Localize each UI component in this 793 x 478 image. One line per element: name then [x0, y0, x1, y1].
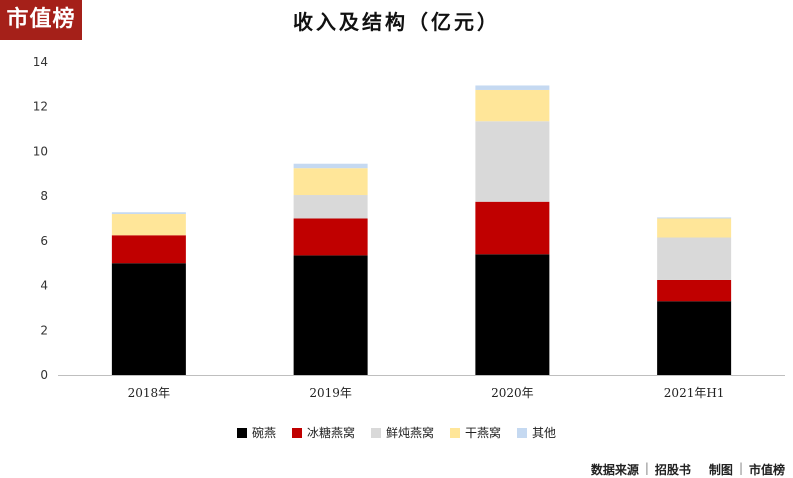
- made-by-label: 制图: [708, 463, 733, 477]
- legend-label: 冰糖燕窝: [306, 426, 355, 440]
- legend-label: 干燕窝: [465, 426, 502, 440]
- bar-segment: [293, 163, 368, 169]
- brand-logo: 市值榜: [0, 0, 82, 40]
- bar-segment: [475, 89, 550, 122]
- legend-swatch: [291, 427, 302, 438]
- bar-segment: [657, 237, 732, 280]
- bar-segment: [293, 218, 368, 256]
- legend-swatch: [236, 427, 247, 438]
- y-tick-label: 8: [40, 189, 48, 203]
- bar-segment: [293, 168, 368, 196]
- source-label: 数据来源: [590, 463, 639, 477]
- legend-swatch: [370, 427, 381, 438]
- x-tick-label: 2019年: [309, 386, 352, 400]
- bar-segment: [111, 263, 186, 375]
- bar-segment: [475, 201, 550, 255]
- bar-segment: [657, 218, 732, 238]
- x-tick-label: 2018年: [128, 386, 171, 400]
- y-tick-label: 6: [40, 234, 48, 248]
- bar-segment: [111, 214, 186, 236]
- separator: |: [738, 461, 743, 475]
- legend-item: 碗燕: [236, 424, 276, 441]
- bar-segment: [657, 279, 732, 302]
- legend-item: 其他: [517, 424, 556, 441]
- x-tick-label: 2020年: [491, 386, 534, 400]
- bar-segment: [657, 217, 732, 219]
- y-tick-label: 4: [40, 279, 48, 293]
- separator: |: [644, 461, 649, 475]
- legend-item: 冰糖燕窝: [291, 424, 355, 441]
- made-by-name: 市值榜: [748, 463, 785, 477]
- bar-segment: [475, 121, 550, 202]
- source-name: 招股书: [654, 463, 691, 477]
- legend-label: 其他: [532, 426, 557, 440]
- bar-segment: [475, 254, 550, 375]
- legend-item: 鲜炖燕窝: [370, 424, 434, 441]
- legend-label: 碗燕: [251, 426, 276, 440]
- y-tick-label: 12: [33, 100, 48, 114]
- y-tick-label: 2: [40, 323, 48, 337]
- bar-segment: [111, 212, 186, 215]
- y-tick-label: 10: [33, 144, 48, 158]
- bar-segment: [293, 195, 368, 219]
- bar-segment: [293, 255, 368, 375]
- x-tick-label: 2021年H1: [664, 386, 725, 400]
- legend-item: 干燕窝: [450, 424, 501, 441]
- bar-segment: [475, 85, 550, 90]
- chart-legend: 碗燕 冰糖燕窝 鲜炖燕窝 干燕窝 其他: [0, 424, 793, 441]
- y-tick-label: 0: [40, 368, 48, 382]
- legend-label: 鲜炖燕窝: [385, 426, 434, 440]
- legend-swatch: [517, 427, 528, 438]
- stacked-bar-chart: 0 2 4 6 8 10 12 14 2018年 2019年 2020年 2021年H1: [33, 55, 785, 400]
- chart-title: 收入及结构（亿元）: [293, 10, 500, 34]
- bar-segment: [111, 235, 186, 264]
- source-line: 数据来源 | 招股书 制图 | 市值榜: [591, 461, 785, 478]
- bar-segment: [657, 301, 732, 375]
- y-tick-label: 14: [33, 55, 48, 69]
- legend-swatch: [450, 427, 460, 438]
